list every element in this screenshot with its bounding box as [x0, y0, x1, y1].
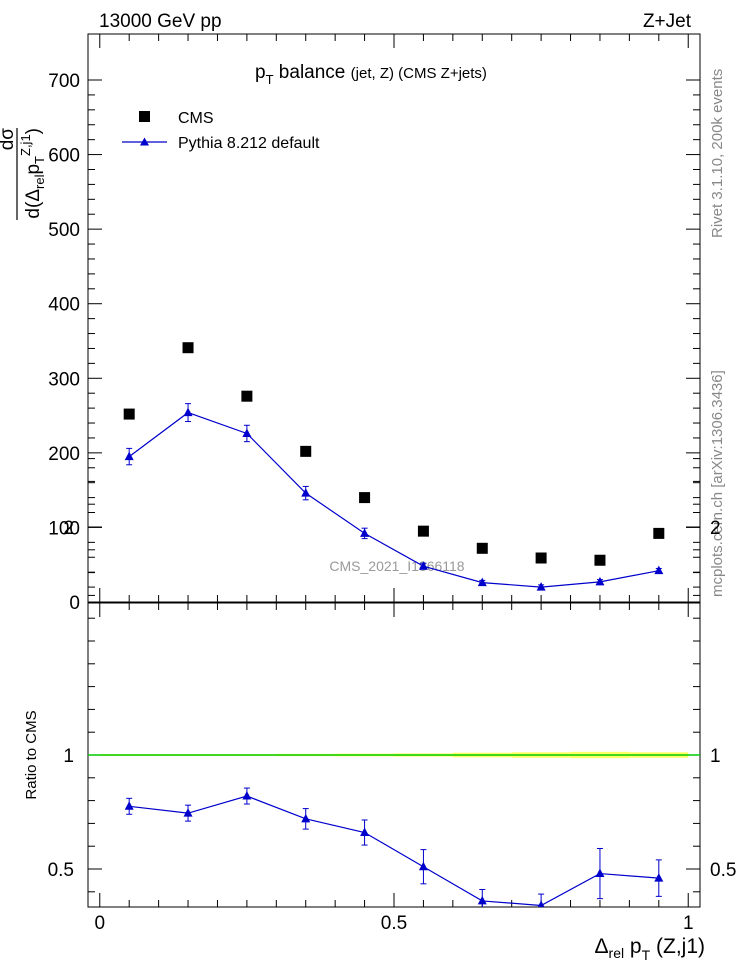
chart-title: pT balance (jet, Z) (CMS Z+jets): [255, 62, 487, 87]
header-right: Z+Jet: [643, 11, 692, 32]
rivet-label: Rivet 3.1.10, 200k events: [709, 69, 726, 238]
y-tick-label: 700: [48, 71, 80, 92]
cms-point: [653, 527, 665, 539]
x-ticks: 0 0.5 1: [94, 34, 694, 934]
ratio-reference-band: [88, 751, 700, 759]
cms-point: [594, 554, 606, 566]
mc-point: [477, 577, 487, 587]
ratio-mc-point: [418, 861, 428, 871]
ratio-tick-label-right: 1: [710, 746, 721, 767]
mc-point: [301, 488, 311, 497]
ratio-tick-label: 0.5: [48, 860, 74, 881]
cms-point: [182, 342, 194, 354]
mc-line: [128, 411, 659, 588]
x-tick-label: 0.5: [381, 913, 407, 934]
mc-point: [183, 407, 193, 417]
cms-point: [359, 492, 371, 504]
watermark: CMS_2021_I1866118: [329, 558, 464, 574]
x-tick-label: 1: [683, 913, 694, 934]
cms-point: [300, 445, 312, 457]
ylabel-numerator: dσ: [0, 128, 18, 151]
ratio-mc-point: [124, 801, 134, 810]
y-tick-label: 0: [69, 593, 80, 614]
legend-mc-marker: [140, 137, 149, 146]
ratio-tick-label: 2: [63, 518, 74, 539]
ratio-mc-point: [537, 900, 545, 907]
y-tick-label: 600: [48, 146, 80, 167]
data-series-main: [123, 342, 665, 566]
ratio-mc-point: [595, 868, 605, 878]
legend-cms-label: CMS: [178, 110, 214, 127]
x-tick-label: 0: [94, 913, 105, 934]
mc-series-ratio: [124, 787, 664, 907]
ratio-tick-label-right: 0.5: [710, 860, 736, 881]
x-axis-label: Δrel pT (Z,j1): [595, 935, 706, 963]
mc-point: [418, 561, 428, 570]
ratio-y-ticks: 0.5 0.5 1 1 2 2: [48, 458, 736, 893]
cms-point: [535, 552, 547, 564]
mc-point: [242, 428, 252, 437]
main-y-ticks: 0 100 200 300 400 500 600 700: [48, 71, 700, 614]
cms-point: [417, 525, 429, 537]
ylabel-denominator: d(ΔrelpTZ,j1): [18, 128, 47, 219]
ratio-tick-label: 1: [63, 746, 74, 767]
cms-point: [241, 390, 253, 402]
mcplots-label: mcplots.cern.ch [arXiv:1306.3436]: [709, 370, 726, 597]
ratio-mc-point: [360, 827, 370, 837]
y-tick-label: 400: [48, 295, 80, 316]
y-tick-label: 300: [48, 369, 80, 390]
mc-series-main: [124, 403, 664, 591]
ratio-mc-point: [301, 813, 311, 823]
main-ylabel: dσ d(ΔrelpTZ,j1): [0, 128, 47, 220]
ratio-series-clipped: [124, 787, 664, 907]
mc-point: [360, 528, 370, 537]
y-tick-label: 100: [48, 518, 80, 539]
y-tick-label: 500: [48, 220, 80, 241]
ratio-tick-label-right: 2: [710, 518, 721, 539]
cms-point: [123, 408, 135, 420]
legend: CMS Pythia 8.212 default: [122, 110, 320, 152]
ratio-mc-point: [477, 895, 487, 905]
legend-cms-marker: [139, 111, 150, 122]
mc-point: [654, 565, 664, 575]
ratio-mc-point: [242, 791, 252, 800]
y-tick-label: 200: [48, 444, 80, 465]
legend-mc-label: Pythia 8.212 default: [178, 135, 320, 152]
cms-point: [476, 542, 488, 554]
ratio-mc-line: [129, 795, 659, 907]
ratio-mc-point: [654, 873, 664, 882]
mc-point: [124, 451, 134, 461]
ratio-mc-point: [183, 808, 193, 817]
mc-point: [595, 576, 605, 586]
header-left: 13000 GeV pp: [99, 11, 222, 32]
mc-point: [536, 582, 546, 591]
ratio-ylabel: Ratio to CMS: [23, 710, 40, 799]
